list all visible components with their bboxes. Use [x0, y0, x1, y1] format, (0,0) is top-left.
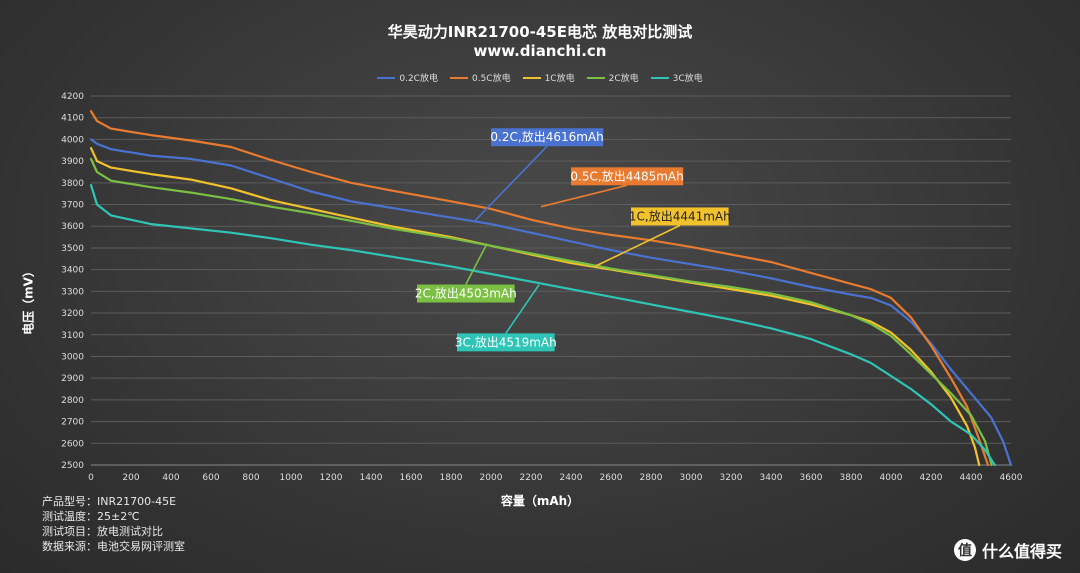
y-tick-label: 3500: [61, 244, 84, 254]
y-tick-label: 3600: [61, 222, 84, 232]
y-tick-label: 2700: [61, 418, 84, 428]
annotation-leader-2: [594, 224, 681, 268]
legend-item-3: 2C放电: [586, 71, 639, 84]
x-tick-label: 1200: [320, 473, 343, 483]
y-tick-label: 4000: [61, 135, 84, 145]
y-tick-label: 2500: [61, 461, 84, 471]
x-tick-label: 3400: [760, 473, 783, 483]
x-tick-label: 3600: [800, 473, 823, 483]
annotation-box-1: [571, 167, 684, 186]
x-axis-label: 容量（mAh）: [500, 494, 580, 508]
x-tick-label: 400: [162, 473, 179, 483]
x-tick-label: 600: [202, 473, 219, 483]
annotation-box-2: [631, 207, 729, 226]
series-line-2: [89, 147, 981, 467]
legend-item-4: 3C放电: [650, 71, 703, 84]
annotation-label-3: 2C,放出4503mAh: [415, 286, 517, 301]
brand-logo-icon: 值: [953, 539, 976, 561]
legend-swatch: [650, 76, 669, 79]
x-tick-label: 3200: [720, 473, 743, 483]
x-tick-label: 2000: [480, 473, 503, 483]
legend-item-1: 0.5C放电: [449, 71, 511, 84]
x-tick-label: 2200: [520, 473, 543, 483]
annotation-box-0: [491, 128, 604, 147]
legend-swatch: [522, 76, 541, 79]
legend-swatch: [586, 76, 605, 79]
y-tick-label: 3800: [61, 179, 84, 189]
legend-swatch: [377, 76, 396, 79]
watermark-brand: 值 什么值得买: [953, 538, 1062, 562]
series-line-1: [89, 110, 990, 467]
brand-name: 什么值得买: [981, 542, 1062, 561]
y-tick-label: 4200: [61, 92, 84, 102]
legend-swatch: [449, 76, 468, 79]
annotation-leader-0: [474, 145, 548, 222]
x-tick-label: 4600: [1000, 473, 1023, 483]
series-line-3: [89, 157, 993, 467]
x-tick-label: 2400: [560, 473, 583, 483]
y-tick-label: 2900: [61, 374, 84, 384]
x-tick-label: 4400: [960, 473, 983, 483]
chart-title: 华昊动力INR21700-45E电芯 放电对比测试: [387, 23, 693, 41]
test-info: 产品型号：INR21700-45E 测试温度：25±2℃ 测试项目：放电测试对比…: [42, 494, 185, 554]
legend-label: 2C放电: [608, 74, 639, 84]
x-tick-label: 1000: [280, 473, 303, 483]
annotation-leader-4: [505, 284, 540, 334]
x-tick-label: 2600: [600, 473, 623, 483]
legend-label: 3C放电: [672, 74, 703, 84]
legend-label: 0.5C放电: [471, 74, 511, 84]
x-tick-label: 3000: [680, 473, 703, 483]
y-tick-label: 3100: [61, 331, 84, 341]
x-tick-label: 4200: [920, 473, 943, 483]
y-tick-label: 3700: [61, 201, 84, 211]
chart-legend: 0.2C放电 0.5C放电 1C放电 2C放电 3C放电: [0, 71, 1080, 84]
y-tick-label: 4100: [61, 114, 84, 124]
y-axis-label: 电压（mV）: [21, 265, 36, 335]
legend-item-0: 0.2C放电: [377, 71, 438, 84]
info-row-source: 数据来源：电池交易网评测室: [42, 540, 185, 553]
y-tick-label: 3400: [61, 266, 84, 276]
info-row-item: 测试项目：放电测试对比: [42, 525, 163, 538]
x-tick-label: 0: [88, 473, 94, 483]
x-tick-label: 3800: [840, 473, 863, 483]
y-tick-label: 2800: [61, 396, 84, 406]
y-tick-label: 2600: [61, 439, 84, 449]
x-tick-label: 800: [242, 473, 259, 483]
legend-item-2: 1C放电: [522, 71, 575, 84]
annotation-label-1: 0.5C,放出4485mAh: [570, 168, 683, 183]
annotation-leader-1: [540, 184, 628, 208]
info-row-temperature: 测试温度：25±2℃: [42, 510, 140, 523]
x-tick-label: 2800: [640, 473, 663, 483]
y-tick-label: 3300: [61, 287, 84, 297]
x-tick-label: 1400: [360, 473, 383, 483]
annotation-box-3: [417, 284, 515, 303]
x-tick-label: 1600: [400, 473, 423, 483]
annotation-box-4: [457, 333, 555, 352]
annotation-label-4: 3C,放出4519mAh: [455, 334, 557, 349]
legend-label: 0.2C放电: [399, 74, 438, 84]
y-tick-label: 3900: [61, 157, 84, 167]
legend-label: 1C放电: [544, 74, 575, 84]
annotation-leader-3: [465, 243, 488, 285]
y-tick-label: 3000: [61, 352, 84, 362]
x-tick-label: 1800: [440, 473, 463, 483]
series-line-0: [89, 138, 1013, 467]
annotation-label-2: 1C,放出4441mAh: [629, 208, 731, 223]
info-row-model: 产品型号：INR21700-45E: [42, 495, 177, 508]
x-tick-label: 4000: [880, 473, 903, 483]
series-line-4: [89, 183, 996, 467]
annotation-label-0: 0.2C,放出4616mAh: [490, 129, 603, 144]
y-tick-label: 3200: [61, 309, 84, 319]
chart-subtitle: www.dianchi.cn: [473, 42, 607, 60]
x-tick-label: 200: [122, 473, 139, 483]
